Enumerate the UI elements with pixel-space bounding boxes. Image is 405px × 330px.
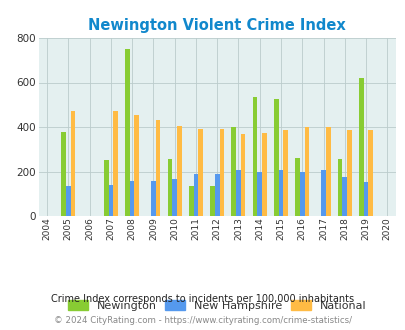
Bar [177, 126, 181, 216]
Bar [325, 127, 330, 216]
Bar [66, 186, 70, 216]
Bar [342, 177, 346, 216]
Bar [294, 158, 299, 216]
Title: Newington Violent Crime Index: Newington Violent Crime Index [88, 17, 345, 33]
Bar [320, 171, 325, 216]
Bar [219, 129, 224, 216]
Bar [257, 172, 262, 216]
Bar [262, 133, 266, 216]
Bar [61, 131, 66, 216]
Bar [193, 174, 198, 216]
Bar [214, 174, 219, 216]
Bar [113, 112, 117, 216]
Bar [130, 181, 134, 216]
Bar [299, 172, 304, 216]
Text: Crime Index corresponds to incidents per 100,000 inhabitants: Crime Index corresponds to incidents per… [51, 294, 354, 304]
Bar [70, 112, 75, 216]
Bar [358, 78, 363, 216]
Legend: Newington, New Hampshire, National: Newington, New Hampshire, National [67, 300, 366, 311]
Bar [198, 129, 202, 216]
Bar [210, 186, 214, 216]
Bar [337, 159, 342, 216]
Bar [134, 115, 139, 216]
Bar [104, 160, 108, 216]
Bar [278, 171, 283, 216]
Bar [167, 159, 172, 216]
Bar [156, 120, 160, 216]
Bar [367, 130, 372, 216]
Bar [304, 127, 309, 216]
Bar [108, 185, 113, 216]
Text: © 2024 CityRating.com - https://www.cityrating.com/crime-statistics/: © 2024 CityRating.com - https://www.city… [54, 316, 351, 325]
Bar [151, 181, 156, 216]
Bar [252, 97, 257, 216]
Bar [240, 134, 245, 216]
Bar [231, 127, 236, 216]
Bar [236, 171, 240, 216]
Bar [346, 130, 351, 216]
Bar [125, 49, 130, 216]
Bar [188, 186, 193, 216]
Bar [172, 180, 177, 216]
Bar [363, 182, 367, 216]
Bar [273, 99, 278, 216]
Bar [283, 130, 287, 216]
